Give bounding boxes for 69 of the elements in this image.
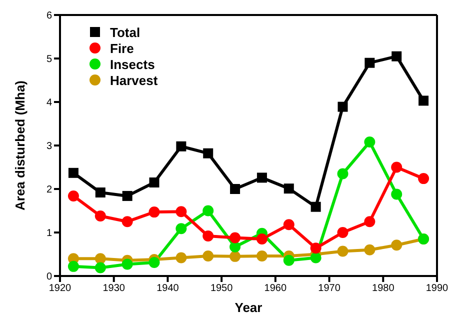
point bbox=[337, 246, 348, 257]
point bbox=[202, 205, 214, 216]
point bbox=[310, 202, 321, 212]
y-tick-label: 3 bbox=[46, 141, 52, 152]
point bbox=[364, 136, 376, 148]
point bbox=[203, 148, 214, 158]
point bbox=[122, 216, 133, 228]
point bbox=[148, 257, 160, 268]
point bbox=[68, 260, 79, 272]
y-tick-label: 2 bbox=[46, 184, 52, 196]
legend-label: Insects bbox=[110, 56, 155, 72]
point bbox=[283, 219, 294, 230]
point bbox=[202, 230, 214, 242]
point bbox=[176, 223, 187, 234]
x-axis-title: Year bbox=[234, 300, 262, 315]
point bbox=[122, 258, 133, 270]
point bbox=[418, 173, 430, 184]
x-tick-label: 1970 bbox=[318, 283, 341, 294]
point bbox=[391, 240, 402, 251]
point bbox=[68, 168, 78, 178]
y-axis-title: Area disturbed (Mha) bbox=[12, 80, 28, 211]
point bbox=[95, 187, 106, 198]
point bbox=[284, 184, 294, 194]
legend-label: Fire bbox=[110, 40, 134, 56]
y-tick-label: 6 bbox=[46, 10, 52, 22]
point bbox=[364, 58, 375, 68]
point bbox=[68, 190, 79, 202]
point bbox=[176, 252, 187, 264]
point bbox=[148, 206, 160, 218]
point bbox=[230, 250, 241, 262]
point bbox=[94, 210, 106, 222]
point bbox=[364, 216, 376, 228]
point bbox=[176, 141, 186, 152]
y-tick-label: 0 bbox=[46, 272, 52, 283]
point bbox=[94, 253, 106, 264]
point bbox=[256, 250, 268, 262]
point bbox=[310, 252, 322, 264]
legend-label: Total bbox=[110, 24, 140, 40]
point bbox=[230, 184, 240, 194]
x-tick-label: 1950 bbox=[210, 283, 234, 294]
point bbox=[391, 162, 402, 173]
point bbox=[202, 250, 214, 262]
point bbox=[149, 177, 160, 188]
legend-label: Harvest bbox=[110, 72, 158, 88]
point bbox=[418, 96, 429, 106]
point bbox=[230, 241, 241, 252]
x-tick-label: 1990 bbox=[426, 283, 449, 294]
y-tick-label: 1 bbox=[46, 228, 52, 240]
point bbox=[256, 172, 267, 183]
y-tick-label: 4 bbox=[46, 98, 52, 109]
y-tick-label: 5 bbox=[46, 54, 52, 66]
point bbox=[338, 102, 348, 112]
point bbox=[310, 242, 322, 254]
point bbox=[337, 227, 348, 238]
point bbox=[391, 188, 402, 200]
x-tick-label: 1930 bbox=[102, 283, 126, 294]
x-tick-label: 1920 bbox=[48, 283, 72, 294]
x-tick-label: 1940 bbox=[156, 283, 180, 294]
point bbox=[364, 244, 376, 256]
x-tick-label: 1960 bbox=[264, 283, 287, 294]
point bbox=[230, 232, 241, 244]
x-tick-label: 1980 bbox=[372, 283, 395, 294]
point bbox=[94, 262, 106, 274]
point bbox=[392, 51, 402, 62]
point bbox=[337, 168, 348, 180]
point bbox=[256, 234, 268, 245]
point bbox=[176, 206, 187, 218]
point bbox=[283, 254, 294, 266]
point bbox=[122, 190, 132, 201]
